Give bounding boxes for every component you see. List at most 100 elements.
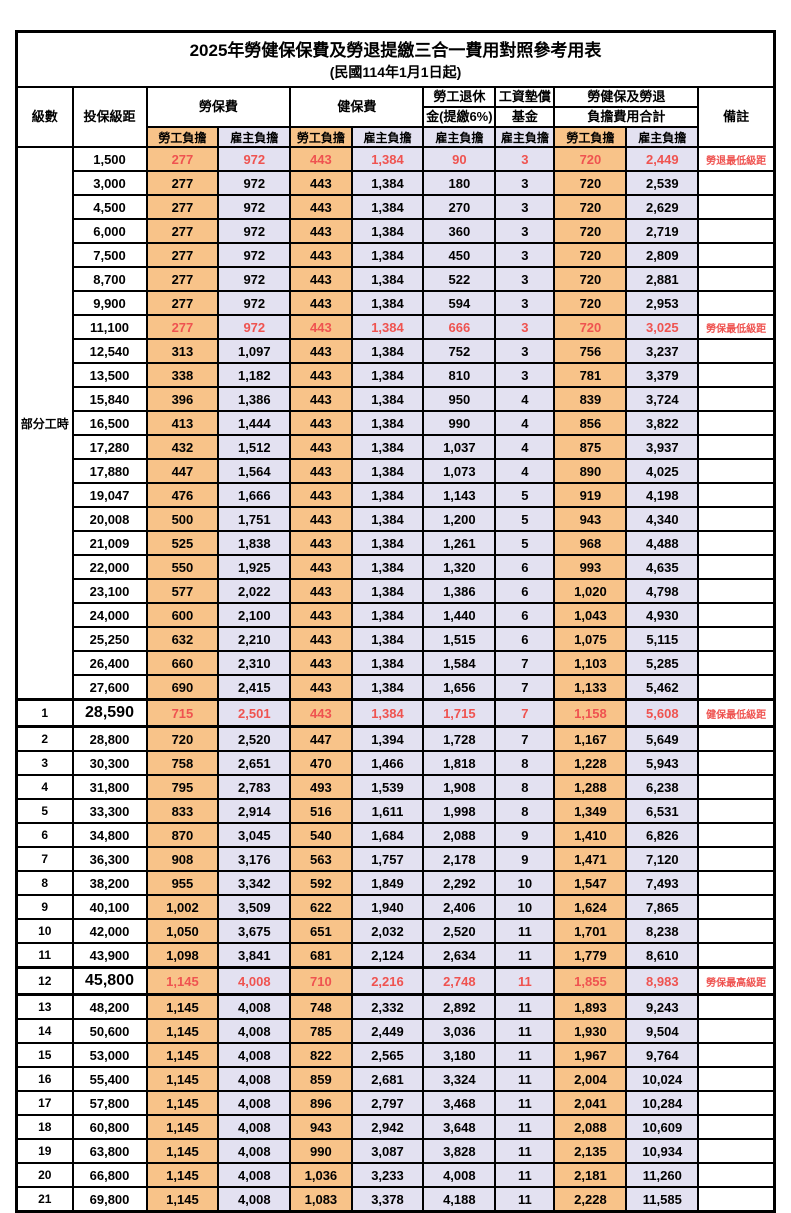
labor-worker-cell: 870 xyxy=(145,822,220,848)
table-row: 6,000 277 972 443 1,384 360 3 720 2,719 xyxy=(17,218,776,244)
labor-worker-cell: 277 xyxy=(145,290,220,316)
table-row: 11,100 277 972 443 1,384 666 3 720 3,025 勞保最低級距 xyxy=(17,314,776,340)
wage-fund-cell: 10 xyxy=(494,870,556,896)
total-employer-cell: 3,724 xyxy=(625,386,700,412)
labor-worker-cell: 1,145 xyxy=(145,1042,220,1068)
level-cell: 18 xyxy=(15,1114,74,1140)
health-employer-cell: 3,378 xyxy=(350,1186,425,1213)
table-row: 7,500 277 972 443 1,384 450 3 720 2,809 xyxy=(17,242,776,268)
total-worker-cell: 1,043 xyxy=(553,602,628,628)
total-worker-cell: 1,158 xyxy=(553,698,628,728)
header-health-insurance: 健保費 xyxy=(289,86,425,128)
level-cell: 17 xyxy=(15,1090,74,1116)
total-worker-cell: 756 xyxy=(553,338,628,364)
remark-cell xyxy=(697,482,776,508)
table-row: 12,540 313 1,097 443 1,384 752 3 756 3,237 xyxy=(17,338,776,364)
health-employer-cell: 1,384 xyxy=(350,482,425,508)
header-row-burden: 勞工負擔 雇主負擔 勞工負擔 雇主負擔 雇主負擔 雇主負擔 勞工負擔 雇主負擔 xyxy=(17,126,775,148)
pension-employer-cell: 1,584 xyxy=(422,650,497,676)
wage-fund-cell: 3 xyxy=(494,362,556,388)
remark-cell xyxy=(697,434,776,460)
bracket-cell: 63,800 xyxy=(71,1138,148,1164)
total-employer-cell: 10,934 xyxy=(625,1138,700,1164)
bracket-cell: 16,500 xyxy=(71,410,148,436)
table-row: 3,000 277 972 443 1,384 180 3 720 2,539 xyxy=(17,170,776,196)
labor-employer-cell: 3,675 xyxy=(217,918,292,944)
pension-employer-cell: 3,036 xyxy=(422,1018,497,1044)
total-employer-cell: 4,635 xyxy=(625,554,700,580)
bracket-cell: 4,500 xyxy=(71,194,148,220)
subheader-pension-employer: 雇主負擔 xyxy=(422,126,497,148)
total-employer-cell: 3,025 xyxy=(625,314,700,340)
labor-employer-cell: 2,651 xyxy=(217,750,292,776)
pension-employer-cell: 2,088 xyxy=(422,822,497,848)
table-row: 11 43,900 1,098 3,841 681 2,124 2,634 11 1,779 8,… xyxy=(15,942,776,969)
level-cell: 13 xyxy=(15,993,74,1020)
pension-employer-cell: 2,892 xyxy=(422,993,497,1020)
bracket-cell: 36,300 xyxy=(71,846,148,872)
total-employer-cell: 3,822 xyxy=(625,410,700,436)
health-worker-cell: 651 xyxy=(289,918,353,944)
wage-fund-cell: 7 xyxy=(494,725,556,752)
table-row: 4,500 277 972 443 1,384 270 3 720 2,629 xyxy=(17,194,776,220)
labor-employer-cell: 1,097 xyxy=(217,338,292,364)
remark-cell xyxy=(697,242,776,268)
pension-employer-cell: 666 xyxy=(422,314,497,340)
health-worker-cell: 592 xyxy=(289,870,353,896)
labor-worker-cell: 577 xyxy=(145,578,220,604)
remark-cell xyxy=(697,194,776,220)
remark-cell xyxy=(697,798,776,824)
pension-employer-cell: 1,261 xyxy=(422,530,497,556)
labor-employer-cell: 972 xyxy=(217,266,292,292)
health-employer-cell: 1,384 xyxy=(350,434,425,460)
total-worker-cell: 720 xyxy=(553,242,628,268)
labor-worker-cell: 632 xyxy=(145,626,220,652)
total-employer-cell: 2,719 xyxy=(625,218,700,244)
health-worker-cell: 710 xyxy=(289,966,353,996)
health-employer-cell: 2,124 xyxy=(350,942,425,969)
remark-cell xyxy=(697,894,776,920)
labor-worker-cell: 908 xyxy=(145,846,220,872)
total-employer-cell: 5,462 xyxy=(625,674,700,701)
total-worker-cell: 1,471 xyxy=(553,846,628,872)
wage-fund-cell: 3 xyxy=(494,218,556,244)
table-row: 17 57,800 1,145 4,008 896 2,797 3,468 11 2,041 10… xyxy=(15,1090,776,1116)
labor-employer-cell: 2,022 xyxy=(217,578,292,604)
header-total-line1: 勞健保及勞退 xyxy=(553,86,700,108)
pension-employer-cell: 2,292 xyxy=(422,870,497,896)
health-employer-cell: 1,384 xyxy=(350,530,425,556)
wage-fund-cell: 10 xyxy=(494,894,556,920)
total-employer-cell: 8,238 xyxy=(625,918,700,944)
bracket-cell: 38,200 xyxy=(71,870,148,896)
labor-worker-cell: 338 xyxy=(145,362,220,388)
remark-cell xyxy=(697,822,776,848)
labor-worker-cell: 476 xyxy=(145,482,220,508)
labor-employer-cell: 1,564 xyxy=(217,458,292,484)
bracket-cell: 53,000 xyxy=(71,1042,148,1068)
total-worker-cell: 720 xyxy=(553,266,628,292)
total-worker-cell: 1,547 xyxy=(553,870,628,896)
pension-employer-cell: 2,406 xyxy=(422,894,497,920)
pension-employer-cell: 270 xyxy=(422,194,497,220)
table-body: 部分工時 1,500 277 972 443 1,384 90 3 720 2,449 勞退最低級距… xyxy=(15,146,776,1213)
pension-employer-cell: 3,180 xyxy=(422,1042,497,1068)
labor-employer-cell: 3,509 xyxy=(217,894,292,920)
labor-worker-cell: 277 xyxy=(145,170,220,196)
health-employer-cell: 1,466 xyxy=(350,750,425,776)
total-worker-cell: 1,133 xyxy=(553,674,628,701)
labor-worker-cell: 313 xyxy=(145,338,220,364)
labor-employer-cell: 2,783 xyxy=(217,774,292,800)
bracket-cell: 40,100 xyxy=(71,894,148,920)
remark-cell: 勞保最高級距 xyxy=(697,966,776,996)
pension-employer-cell: 1,143 xyxy=(422,482,497,508)
level-cell: 3 xyxy=(15,750,74,776)
bracket-cell: 21,009 xyxy=(71,530,148,556)
wage-fund-cell: 5 xyxy=(494,482,556,508)
pension-employer-cell: 2,178 xyxy=(422,846,497,872)
labor-employer-cell: 4,008 xyxy=(217,1018,292,1044)
health-employer-cell: 3,087 xyxy=(350,1138,425,1164)
remark-cell xyxy=(697,1186,776,1213)
labor-worker-cell: 720 xyxy=(145,725,220,752)
remark-cell xyxy=(697,846,776,872)
health-worker-cell: 443 xyxy=(289,434,353,460)
